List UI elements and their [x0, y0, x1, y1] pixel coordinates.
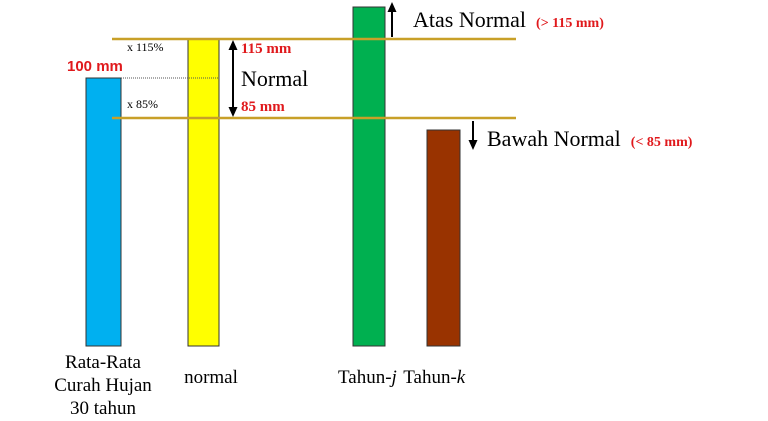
above-normal-label: Atas Normal (> 115 mm) [413, 7, 604, 32]
lower-mm-label: 85 mm [241, 99, 285, 115]
avg-value-label: 100 mm [67, 58, 123, 75]
below-normal-range: (< 85 mm) [631, 135, 693, 150]
year-captions: Tahun-j Tahun-k [338, 367, 466, 388]
avg-rainfall-bar [85, 77, 122, 347]
normal-bar [187, 38, 220, 347]
mult-115-label: x 115% [127, 40, 164, 54]
year-j-var: j [389, 367, 397, 388]
avg-caption-line1: Rata-Rata [65, 352, 142, 373]
normal-range-arrow [228, 40, 238, 117]
avg-caption-line2: Curah Hujan [54, 375, 152, 396]
year-j-bar [352, 6, 386, 347]
below-normal-title: Bawah Normal [487, 126, 621, 151]
mult-85-label: x 85% [127, 97, 158, 111]
year-k-var: k [457, 367, 466, 388]
above-normal-title: Atas Normal [413, 7, 526, 32]
above-normal-range: (> 115 mm) [536, 16, 604, 31]
below-normal-label: Bawah Normal (< 85 mm) [487, 126, 693, 151]
normal-title-label: Normal [241, 66, 308, 91]
above-normal-arrow [387, 2, 397, 37]
year-k-prefix: Tahun- [403, 367, 457, 388]
avg-caption-line3: 30 tahun [70, 398, 136, 419]
below-normal-arrow [468, 121, 478, 150]
upper-mm-label: 115 mm [241, 41, 292, 57]
normal-caption: normal [184, 367, 238, 388]
year-k-bar [426, 129, 461, 347]
year-j-prefix: Tahun- [338, 367, 392, 388]
